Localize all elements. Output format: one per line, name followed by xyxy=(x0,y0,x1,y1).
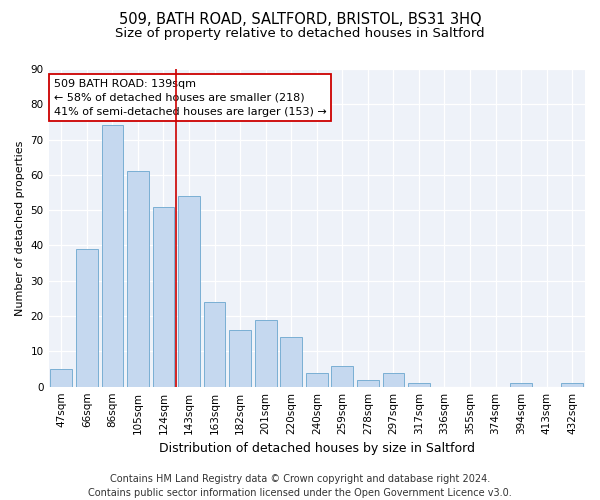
Bar xyxy=(204,302,226,386)
Bar xyxy=(178,196,200,386)
Bar xyxy=(562,383,583,386)
Bar xyxy=(510,383,532,386)
Bar xyxy=(357,380,379,386)
Text: 509 BATH ROAD: 139sqm
← 58% of detached houses are smaller (218)
41% of semi-det: 509 BATH ROAD: 139sqm ← 58% of detached … xyxy=(54,78,326,116)
X-axis label: Distribution of detached houses by size in Saltford: Distribution of detached houses by size … xyxy=(159,442,475,455)
Text: Contains HM Land Registry data © Crown copyright and database right 2024.
Contai: Contains HM Land Registry data © Crown c… xyxy=(88,474,512,498)
Bar xyxy=(280,338,302,386)
Bar xyxy=(50,369,72,386)
Text: 509, BATH ROAD, SALTFORD, BRISTOL, BS31 3HQ: 509, BATH ROAD, SALTFORD, BRISTOL, BS31 … xyxy=(119,12,481,28)
Bar xyxy=(101,126,123,386)
Bar xyxy=(408,383,430,386)
Bar xyxy=(331,366,353,386)
Bar xyxy=(76,249,98,386)
Bar xyxy=(383,372,404,386)
Bar xyxy=(152,206,175,386)
Bar xyxy=(255,320,277,386)
Text: Size of property relative to detached houses in Saltford: Size of property relative to detached ho… xyxy=(115,28,485,40)
Y-axis label: Number of detached properties: Number of detached properties xyxy=(15,140,25,316)
Bar xyxy=(306,372,328,386)
Bar xyxy=(127,172,149,386)
Bar xyxy=(229,330,251,386)
